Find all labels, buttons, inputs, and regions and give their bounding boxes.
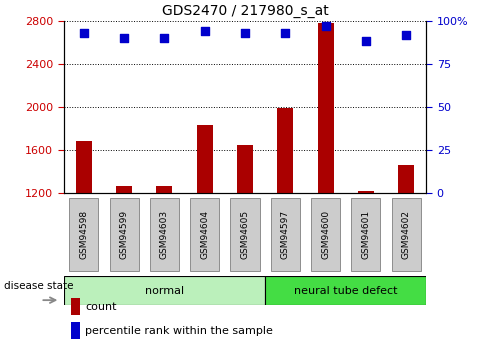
Point [321,23,329,29]
Text: GSM94599: GSM94599 [120,210,129,259]
FancyBboxPatch shape [271,198,300,271]
Point [281,30,289,36]
Text: disease state: disease state [4,282,73,291]
Text: GSM94603: GSM94603 [160,210,169,259]
Text: GSM94604: GSM94604 [200,210,209,259]
Bar [76,141,92,193]
FancyBboxPatch shape [351,198,380,271]
Text: neural tube defect: neural tube defect [294,286,397,296]
Text: GSM94597: GSM94597 [281,210,290,259]
Bar [358,191,374,193]
Bar [318,23,334,193]
FancyBboxPatch shape [70,198,98,271]
Text: percentile rank within the sample: percentile rank within the sample [85,326,273,336]
FancyBboxPatch shape [392,198,420,271]
Bar [265,276,426,305]
Bar [116,186,132,193]
FancyBboxPatch shape [110,198,139,271]
Point [402,32,410,37]
Bar [196,125,213,193]
Point [362,39,370,44]
Point [80,30,88,36]
Point [161,35,169,41]
FancyBboxPatch shape [190,198,219,271]
Text: normal: normal [145,286,184,296]
Text: count: count [85,302,117,312]
FancyBboxPatch shape [311,198,340,271]
Bar [156,186,172,193]
Text: GSM94605: GSM94605 [241,210,249,259]
Text: GSM94601: GSM94601 [361,210,370,259]
Bar [71,298,80,315]
Text: GSM94602: GSM94602 [402,210,411,259]
Bar [277,108,294,193]
Bar [237,145,253,193]
Point [241,30,249,36]
Point [201,28,209,34]
Bar [71,322,80,339]
Point [120,35,128,41]
Title: GDS2470 / 217980_s_at: GDS2470 / 217980_s_at [162,4,328,18]
Text: GSM94600: GSM94600 [321,210,330,259]
Text: GSM94598: GSM94598 [79,210,88,259]
Bar [64,276,265,305]
FancyBboxPatch shape [150,198,179,271]
FancyBboxPatch shape [230,198,260,271]
Bar [398,165,414,193]
